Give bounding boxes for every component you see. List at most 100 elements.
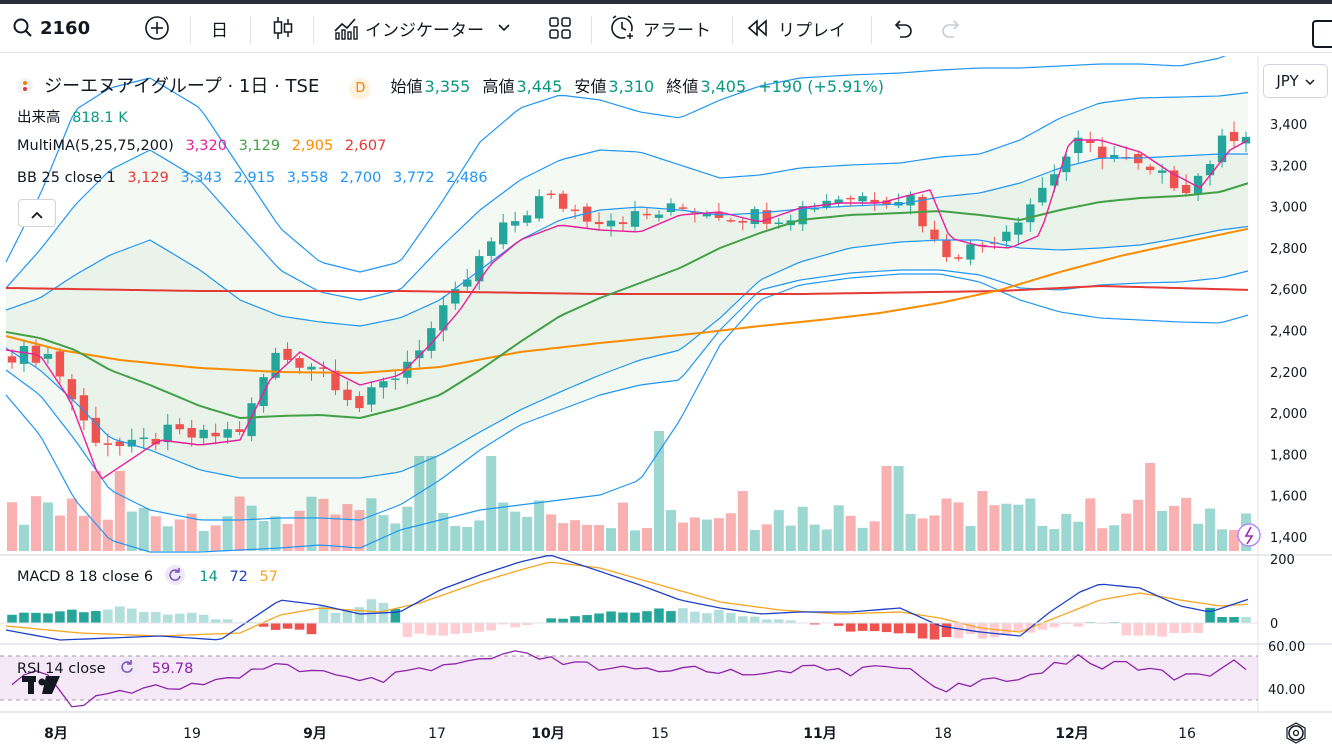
volume-legend[interactable]: 出来高 818.1 K: [17, 106, 135, 127]
candle-body: [954, 257, 962, 259]
volume-bar: [654, 431, 664, 551]
volume-bar: [846, 516, 856, 551]
candle-body: [44, 354, 52, 359]
candle-body: [1158, 170, 1166, 172]
interval-button[interactable]: 日: [211, 10, 228, 46]
macd-histogram-bar: [618, 613, 628, 623]
macd-histogram-bar: [906, 623, 916, 633]
plus-circle-icon: [144, 15, 170, 41]
macd-histogram-bar: [642, 611, 652, 623]
price-axis-label: 1,400: [1270, 531, 1307, 546]
volume-bar: [522, 517, 532, 551]
symbol-search[interactable]: 2160: [12, 10, 90, 46]
bb-legend[interactable]: BB 25 close 1 3,129 3,343 2,915 3,558 2,…: [17, 170, 495, 186]
volume-bar: [19, 525, 29, 551]
candle-body: [906, 195, 914, 205]
alert-label: アラート: [643, 16, 711, 41]
interval-label: 日: [211, 16, 228, 41]
macd-histogram-bar: [427, 623, 437, 635]
candle-body: [211, 433, 219, 437]
indicators-label: インジケーター: [365, 16, 484, 41]
candle-body: [379, 381, 387, 387]
candle-body: [1026, 204, 1034, 222]
volume-bar: [294, 511, 304, 551]
alert-marker[interactable]: [1238, 524, 1260, 546]
candle-body: [499, 222, 507, 244]
time-axis-label: 11月: [803, 726, 836, 742]
price-axis-label: 2,400: [1270, 325, 1307, 340]
price-axis-label: 2,800: [1270, 242, 1307, 257]
volume-bar: [378, 515, 388, 551]
macd-histogram-bar: [1145, 623, 1155, 636]
volume-bar: [318, 499, 328, 551]
price-chart-svg[interactable]: 3,4003,2003,0002,8002,6002,4002,2002,000…: [0, 56, 1332, 751]
volume-bar: [977, 491, 987, 551]
candle-body: [846, 198, 854, 200]
macd-histogram-bar: [762, 619, 772, 623]
candle-body: [739, 221, 747, 223]
rsi-axis-label: 40.00: [1268, 683, 1305, 698]
macd-histogram-bar: [678, 608, 688, 623]
volume-bar: [450, 526, 460, 551]
volume-bar: [1049, 529, 1059, 551]
candle-body: [775, 223, 783, 225]
chart-type-button[interactable]: [271, 10, 295, 46]
volume-bar: [822, 529, 832, 551]
ma25-value: 3,129: [239, 138, 281, 154]
macd-histogram-bar: [163, 615, 173, 623]
macd-histogram-bar: [403, 623, 413, 637]
ma200-value: 2,607: [345, 138, 387, 154]
volume-label: 出来高: [17, 110, 61, 126]
redo-button[interactable]: [940, 10, 964, 46]
macd-histogram-bar: [139, 612, 149, 623]
volume-bar: [115, 471, 125, 551]
volume-bar: [354, 510, 364, 551]
data-delay-badge[interactable]: D: [349, 78, 371, 100]
compare-add-button[interactable]: [144, 10, 170, 46]
volume-bar: [738, 491, 748, 551]
alert-button[interactable]: アラート: [609, 10, 711, 46]
undo-button[interactable]: [890, 10, 914, 46]
macd-histogram-bar: [462, 623, 472, 633]
macd-histogram-bar: [415, 623, 425, 634]
macd-histogram-bar: [1121, 623, 1131, 635]
macd-histogram-bar: [115, 606, 125, 623]
layouts-button[interactable]: [548, 10, 572, 46]
candle-body: [1206, 164, 1214, 175]
volume-bar: [690, 517, 700, 551]
chevron-up-icon: [31, 204, 43, 223]
bb-upper3-value: 3,772: [393, 170, 435, 186]
macd-histogram-bar: [223, 619, 233, 623]
volume-bar: [941, 499, 951, 551]
macd-histogram-bar: [355, 607, 365, 623]
volume-bar: [390, 523, 400, 551]
candle-body: [104, 443, 112, 445]
macd-histogram-bar: [127, 609, 137, 623]
volume-bar: [55, 516, 65, 551]
candle-body: [966, 244, 974, 259]
time-axis-label: 10月: [531, 726, 564, 742]
replay-button[interactable]: リプレイ: [746, 10, 846, 46]
volume-bar: [558, 523, 568, 551]
macd-histogram-bar: [846, 623, 856, 632]
candle-body: [727, 220, 735, 222]
macd-histogram-bar: [630, 613, 640, 623]
rsi-legend[interactable]: RSI 14 close 59.78: [17, 657, 200, 677]
indicators-button[interactable]: インジケーター: [333, 10, 510, 46]
fullscreen-toggle[interactable]: [1312, 20, 1332, 48]
bb-basis-value: 3,129: [127, 170, 169, 186]
volume-bar: [1145, 463, 1155, 551]
settings-gear-icon[interactable]: [1289, 726, 1303, 740]
macd-legend[interactable]: MACD 8 18 close 6 14 72 57: [17, 565, 285, 585]
candle-body: [415, 350, 423, 358]
collapse-legend-button[interactable]: [18, 199, 56, 227]
macd-histogram-bar: [594, 613, 604, 623]
symbol-title[interactable]: ジーエヌアイグループ · 1日 · TSE: [44, 76, 319, 97]
refresh-icon: [165, 565, 185, 585]
currency-selector[interactable]: JPY: [1263, 64, 1328, 98]
macd-signal-value: 57: [260, 569, 278, 585]
multima-legend[interactable]: MultiMA(5,25,75,200) 3,320 3,129 2,905 2…: [17, 138, 393, 154]
volume-bar: [642, 528, 652, 551]
macd-histogram-bar: [1181, 623, 1191, 633]
